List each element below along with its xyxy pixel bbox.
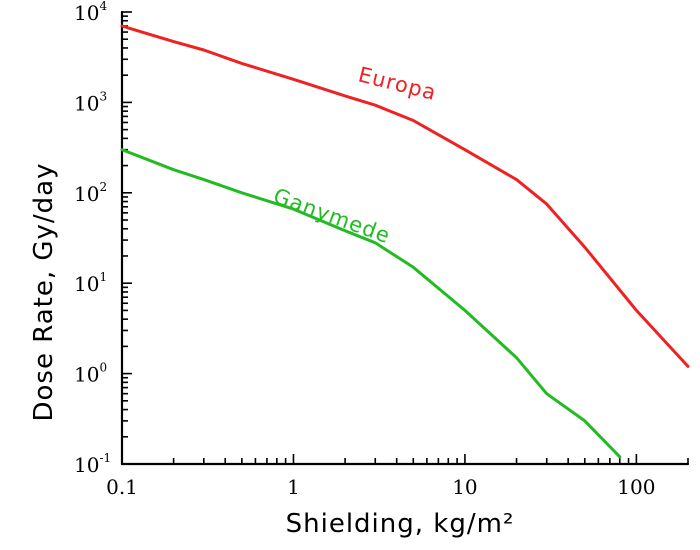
axes (120, 10, 690, 466)
series-label-europa: Europa (356, 62, 439, 105)
ticks: 0.1 1 10 100 104 103 102 101 100 10-1 (74, 0, 689, 499)
x-tick-label: 0.1 (106, 475, 138, 499)
y-tick-label: 101 (74, 270, 107, 296)
labels: Europa Ganymede (270, 62, 439, 248)
y-axis-title: Dose Rate, Gy/day (29, 163, 59, 422)
series-lines (120, 24, 690, 459)
y-tick-label: 103 (74, 89, 107, 115)
series-line-ganymede (120, 148, 622, 459)
x-tick-label: 10 (452, 475, 477, 499)
x-tick-label: 1 (287, 475, 300, 499)
series-line-europa (120, 24, 690, 368)
series-label-ganymede: Ganymede (270, 184, 393, 248)
x-axis-title: Shielding, kg/m² (286, 509, 515, 539)
y-tick-label: 102 (74, 180, 107, 206)
x-tick-label: 100 (617, 475, 655, 499)
y-tick-label: 100 (74, 361, 107, 387)
y-tick-label: 10-1 (74, 451, 111, 477)
y-tick-label: 104 (74, 0, 107, 25)
